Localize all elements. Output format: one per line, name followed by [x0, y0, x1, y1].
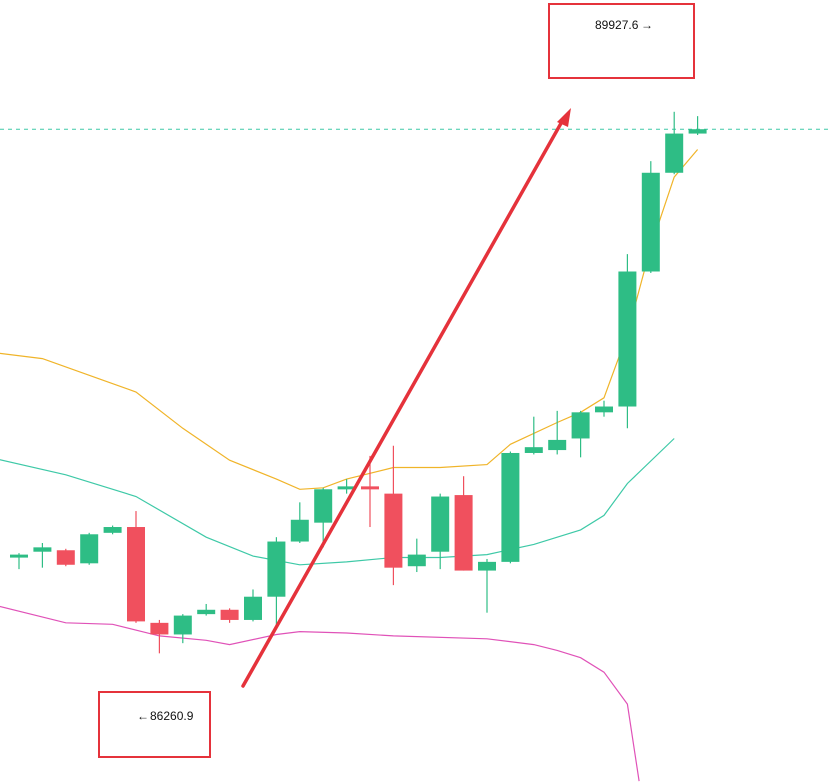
- candle-body: [10, 554, 28, 558]
- candle-body: [314, 489, 333, 523]
- candle: [688, 116, 707, 136]
- candle: [384, 445, 403, 586]
- candle-body: [56, 550, 75, 565]
- candle-body: [173, 615, 192, 635]
- candle: [33, 542, 52, 568]
- high-price-arrow-icon: →: [641, 18, 653, 32]
- candle-body: [431, 496, 450, 552]
- candle: [431, 493, 450, 570]
- candle-body: [127, 527, 145, 622]
- candle: [197, 603, 216, 616]
- moving-average-line: [0, 149, 699, 490]
- candle-body: [478, 561, 496, 571]
- candle: [314, 487, 333, 548]
- candle-body: [80, 534, 99, 564]
- candle: [150, 619, 169, 654]
- low-price-label: 86260.9: [150, 709, 194, 723]
- candle-body: [220, 609, 239, 620]
- candle: [173, 614, 192, 644]
- candle-body: [524, 447, 543, 453]
- candle: [407, 538, 426, 573]
- candle: [641, 161, 660, 273]
- candle-body: [688, 129, 707, 134]
- candle: [524, 416, 543, 455]
- candle: [80, 532, 99, 565]
- candle: [290, 502, 309, 543]
- candle: [103, 525, 122, 535]
- candle: [267, 537, 286, 626]
- candle-body: [407, 554, 426, 567]
- candle: [571, 410, 590, 458]
- bollinger-middle-line: [0, 438, 675, 566]
- high-highlight-box: [548, 3, 695, 79]
- annotation-layer: 89927.6 → ← 86260.9: [98, 3, 695, 758]
- candle-body: [501, 452, 520, 562]
- bollinger-lower-line: [0, 605, 640, 782]
- low-price-arrow-icon: ←: [137, 709, 149, 723]
- candle-body: [337, 486, 356, 490]
- candle: [56, 548, 75, 567]
- candle: [595, 400, 613, 417]
- candle: [127, 511, 145, 623]
- candle-body: [618, 271, 637, 407]
- candle-body: [454, 495, 473, 571]
- candle-body: [267, 541, 286, 597]
- candle-body: [197, 609, 216, 615]
- candle: [244, 589, 262, 622]
- candle-body: [150, 622, 169, 635]
- candle: [361, 455, 379, 528]
- candle-body: [595, 406, 613, 413]
- candle: [618, 254, 637, 429]
- candle: [10, 553, 28, 570]
- candle: [337, 479, 356, 494]
- candle: [454, 476, 473, 571]
- candle-body: [361, 486, 379, 490]
- candle: [548, 410, 567, 455]
- candle: [665, 111, 684, 175]
- candle-body: [290, 519, 309, 542]
- candle-body: [244, 596, 262, 620]
- trend-arrow-line: [241, 116, 566, 688]
- candle: [478, 558, 496, 613]
- candle-body: [384, 493, 403, 568]
- candle-body: [103, 527, 122, 533]
- candle-body: [641, 172, 660, 272]
- high-price-label: 89927.6: [595, 18, 639, 32]
- low-highlight-box: [98, 691, 211, 758]
- candle: [501, 451, 520, 564]
- trend-arrow-head-icon: [557, 108, 571, 127]
- candle-body: [33, 547, 52, 552]
- candle-body: [548, 439, 567, 451]
- candle-body: [571, 412, 590, 439]
- indicator-lines-layer: [0, 128, 829, 782]
- candle: [220, 608, 239, 623]
- candles-layer: [10, 111, 707, 654]
- candle-body: [665, 133, 684, 173]
